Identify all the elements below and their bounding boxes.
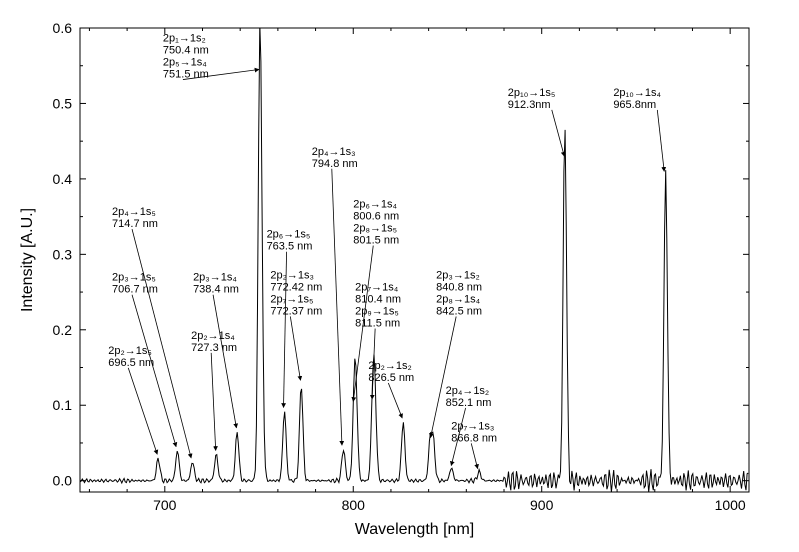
svg-text:2p₁₀→1s₄: 2p₁₀→1s₄ — [613, 87, 661, 99]
svg-text:2p₇→1s₄: 2p₇→1s₄ — [355, 282, 399, 294]
svg-text:700: 700 — [153, 497, 177, 513]
svg-text:2p₂→1s₃: 2p₂→1s₃ — [270, 269, 314, 281]
svg-text:2p₂→1s₅: 2p₂→1s₅ — [108, 345, 152, 357]
svg-text:2p₄→1s₃: 2p₄→1s₃ — [312, 146, 356, 158]
svg-text:751.5 nm: 751.5 nm — [163, 69, 209, 81]
svg-text:912.3nm: 912.3nm — [508, 99, 551, 111]
svg-text:2p₇→1s₅: 2p₇→1s₅ — [270, 293, 313, 305]
svg-text:0.4: 0.4 — [53, 171, 73, 187]
svg-text:714.7 nm: 714.7 nm — [112, 218, 158, 230]
svg-text:800: 800 — [342, 497, 366, 513]
svg-text:826.5 nm: 826.5 nm — [368, 372, 414, 384]
svg-text:763.5 nm: 763.5 nm — [267, 241, 313, 253]
svg-text:2p₆→1s₅: 2p₆→1s₅ — [267, 229, 311, 241]
svg-text:727.3 nm: 727.3 nm — [191, 342, 237, 354]
svg-text:2p₃→1s₅: 2p₃→1s₅ — [112, 272, 156, 284]
svg-text:2p₄→1s₅: 2p₄→1s₅ — [112, 206, 156, 218]
svg-text:2p₇→1s₃: 2p₇→1s₃ — [451, 420, 494, 432]
svg-text:2p₁₀→1s₅: 2p₁₀→1s₅ — [508, 87, 556, 99]
svg-text:900: 900 — [530, 497, 554, 513]
svg-text:2p₁→1s₂: 2p₁→1s₂ — [163, 33, 206, 45]
svg-text:0.5: 0.5 — [53, 95, 73, 111]
svg-text:772.37 nm: 772.37 nm — [270, 305, 322, 317]
svg-text:2p₈→1s₄: 2p₈→1s₄ — [436, 293, 480, 305]
svg-text:2p₄→1s₂: 2p₄→1s₂ — [446, 385, 490, 397]
spectrum-chart: 700 800 900 1000 0.0 0.1 0.2 0.3 0.4 0.5 0.6 Wavele… — [0, 0, 799, 552]
svg-text:852.1 nm: 852.1 nm — [446, 397, 492, 409]
svg-text:842.5 nm: 842.5 nm — [436, 305, 482, 317]
svg-text:0.0: 0.0 — [53, 473, 73, 489]
svg-text:2p₂→1s₄: 2p₂→1s₄ — [191, 330, 235, 342]
svg-text:866.8 nm: 866.8 nm — [451, 432, 497, 444]
svg-text:0.1: 0.1 — [53, 397, 73, 413]
svg-text:696.5 nm: 696.5 nm — [108, 357, 154, 369]
svg-text:772.42 nm: 772.42 nm — [270, 281, 322, 293]
svg-text:750.4 nm: 750.4 nm — [163, 45, 209, 57]
svg-text:706.7 nm: 706.7 nm — [112, 284, 158, 296]
svg-text:965.8nm: 965.8nm — [613, 99, 656, 111]
svg-text:840.8 nm: 840.8 nm — [436, 281, 482, 293]
svg-text:Wavelength [nm]: Wavelength [nm] — [355, 521, 474, 538]
svg-text:2p₂→1s₂: 2p₂→1s₂ — [368, 360, 411, 372]
svg-text:738.4 nm: 738.4 nm — [193, 284, 239, 296]
svg-text:Intensity [A.U.]: Intensity [A.U.] — [19, 208, 36, 312]
svg-text:800.6 nm: 800.6 nm — [353, 211, 399, 223]
svg-text:0.3: 0.3 — [53, 246, 73, 262]
svg-text:2p₉→1s₅: 2p₉→1s₅ — [355, 306, 399, 318]
svg-text:2p₃→1s₂: 2p₃→1s₂ — [436, 269, 480, 281]
svg-text:2p₈→1s₅: 2p₈→1s₅ — [353, 223, 397, 235]
svg-text:794.8 nm: 794.8 nm — [312, 158, 358, 170]
svg-text:801.5 nm: 801.5 nm — [353, 235, 399, 247]
svg-text:1000: 1000 — [715, 497, 746, 513]
svg-text:2p₃→1s₄: 2p₃→1s₄ — [193, 272, 237, 284]
svg-text:0.6: 0.6 — [53, 20, 73, 36]
svg-text:811.5 nm: 811.5 nm — [355, 318, 400, 330]
svg-text:810.4 nm: 810.4 nm — [355, 294, 401, 306]
chart-svg: 700 800 900 1000 0.0 0.1 0.2 0.3 0.4 0.5 0.6 Wavele… — [0, 0, 799, 552]
svg-text:2p₅→1s₄: 2p₅→1s₄ — [163, 57, 207, 69]
svg-text:2p₆→1s₄: 2p₆→1s₄ — [353, 199, 397, 211]
svg-text:0.2: 0.2 — [53, 322, 73, 338]
